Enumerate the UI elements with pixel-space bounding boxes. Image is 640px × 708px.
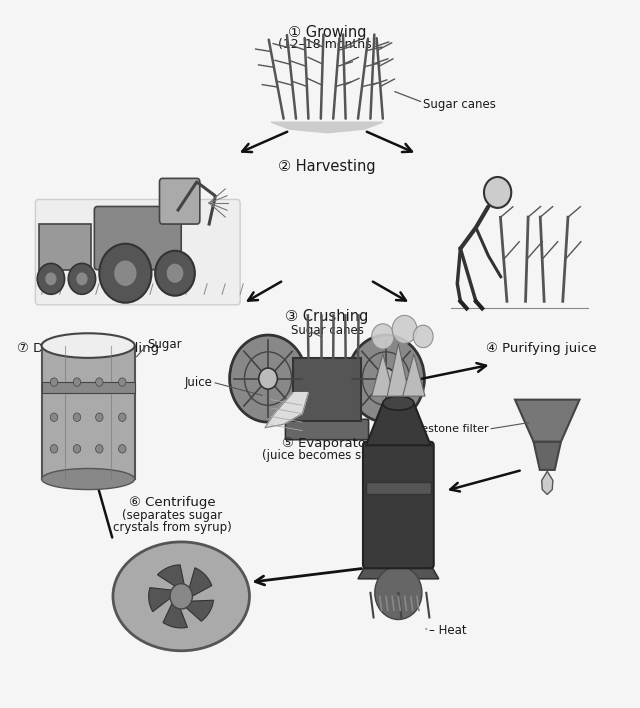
Polygon shape [184,600,214,621]
Polygon shape [534,442,561,470]
Polygon shape [541,472,553,494]
Circle shape [68,263,95,295]
Circle shape [372,324,394,349]
Text: ② Harvesting: ② Harvesting [278,159,376,174]
Text: crystals from syrup): crystals from syrup) [113,521,231,534]
Text: ③ Crushing: ③ Crushing [285,309,369,324]
Polygon shape [358,565,438,578]
Circle shape [95,378,103,387]
Circle shape [118,378,126,387]
Ellipse shape [383,396,414,410]
Text: (separates sugar: (separates sugar [122,509,222,522]
FancyBboxPatch shape [293,358,361,421]
FancyBboxPatch shape [38,224,92,270]
FancyBboxPatch shape [285,419,369,440]
Text: Sugar: Sugar [147,338,182,351]
Polygon shape [515,399,580,442]
Text: (12–18 months): (12–18 months) [278,38,376,51]
Text: – Heat: – Heat [429,624,467,636]
Circle shape [170,583,193,609]
Circle shape [392,315,417,343]
Ellipse shape [113,542,250,651]
FancyBboxPatch shape [366,482,431,494]
FancyBboxPatch shape [159,178,200,224]
Circle shape [259,368,277,389]
Circle shape [118,445,126,453]
Circle shape [155,251,195,296]
Circle shape [95,445,103,453]
Text: Sugar canes: Sugar canes [423,98,496,111]
Ellipse shape [42,333,134,358]
Text: ④ Purifying juice: ④ Purifying juice [486,342,596,355]
Circle shape [484,177,511,208]
Text: Juice: Juice [184,376,212,389]
Circle shape [76,272,88,286]
Polygon shape [148,588,172,612]
Polygon shape [163,603,188,628]
Circle shape [166,263,184,283]
Polygon shape [366,403,431,445]
Polygon shape [189,568,212,596]
Polygon shape [157,565,184,587]
Circle shape [99,244,152,303]
Text: Sugar canes: Sugar canes [291,324,364,337]
Text: ① Growing: ① Growing [288,25,366,40]
Ellipse shape [42,469,134,489]
Circle shape [73,378,81,387]
Circle shape [375,566,422,620]
Text: (juice becomes syrup): (juice becomes syrup) [262,450,392,462]
FancyBboxPatch shape [363,442,434,569]
Circle shape [51,413,58,421]
Polygon shape [387,343,410,396]
Circle shape [73,445,81,453]
Text: ⑤ Evaporator: ⑤ Evaporator [282,437,372,450]
Polygon shape [265,393,308,428]
Polygon shape [403,354,425,396]
Text: Limestone filter: Limestone filter [401,424,488,434]
Bar [42,382,134,393]
Polygon shape [372,354,394,396]
Circle shape [377,368,396,389]
Circle shape [37,263,65,295]
Circle shape [51,378,58,387]
Circle shape [51,445,58,453]
Circle shape [413,325,433,348]
Circle shape [73,413,81,421]
Text: ⑦ Drying and cooling: ⑦ Drying and cooling [17,342,159,355]
Circle shape [45,272,57,286]
Text: ⑥ Centrifuge: ⑥ Centrifuge [129,496,215,510]
FancyBboxPatch shape [35,200,240,305]
Circle shape [95,413,103,421]
Circle shape [114,260,137,287]
FancyBboxPatch shape [94,207,181,270]
FancyBboxPatch shape [42,346,134,479]
Polygon shape [271,122,383,132]
Circle shape [230,335,307,422]
Circle shape [348,335,424,422]
Circle shape [118,413,126,421]
